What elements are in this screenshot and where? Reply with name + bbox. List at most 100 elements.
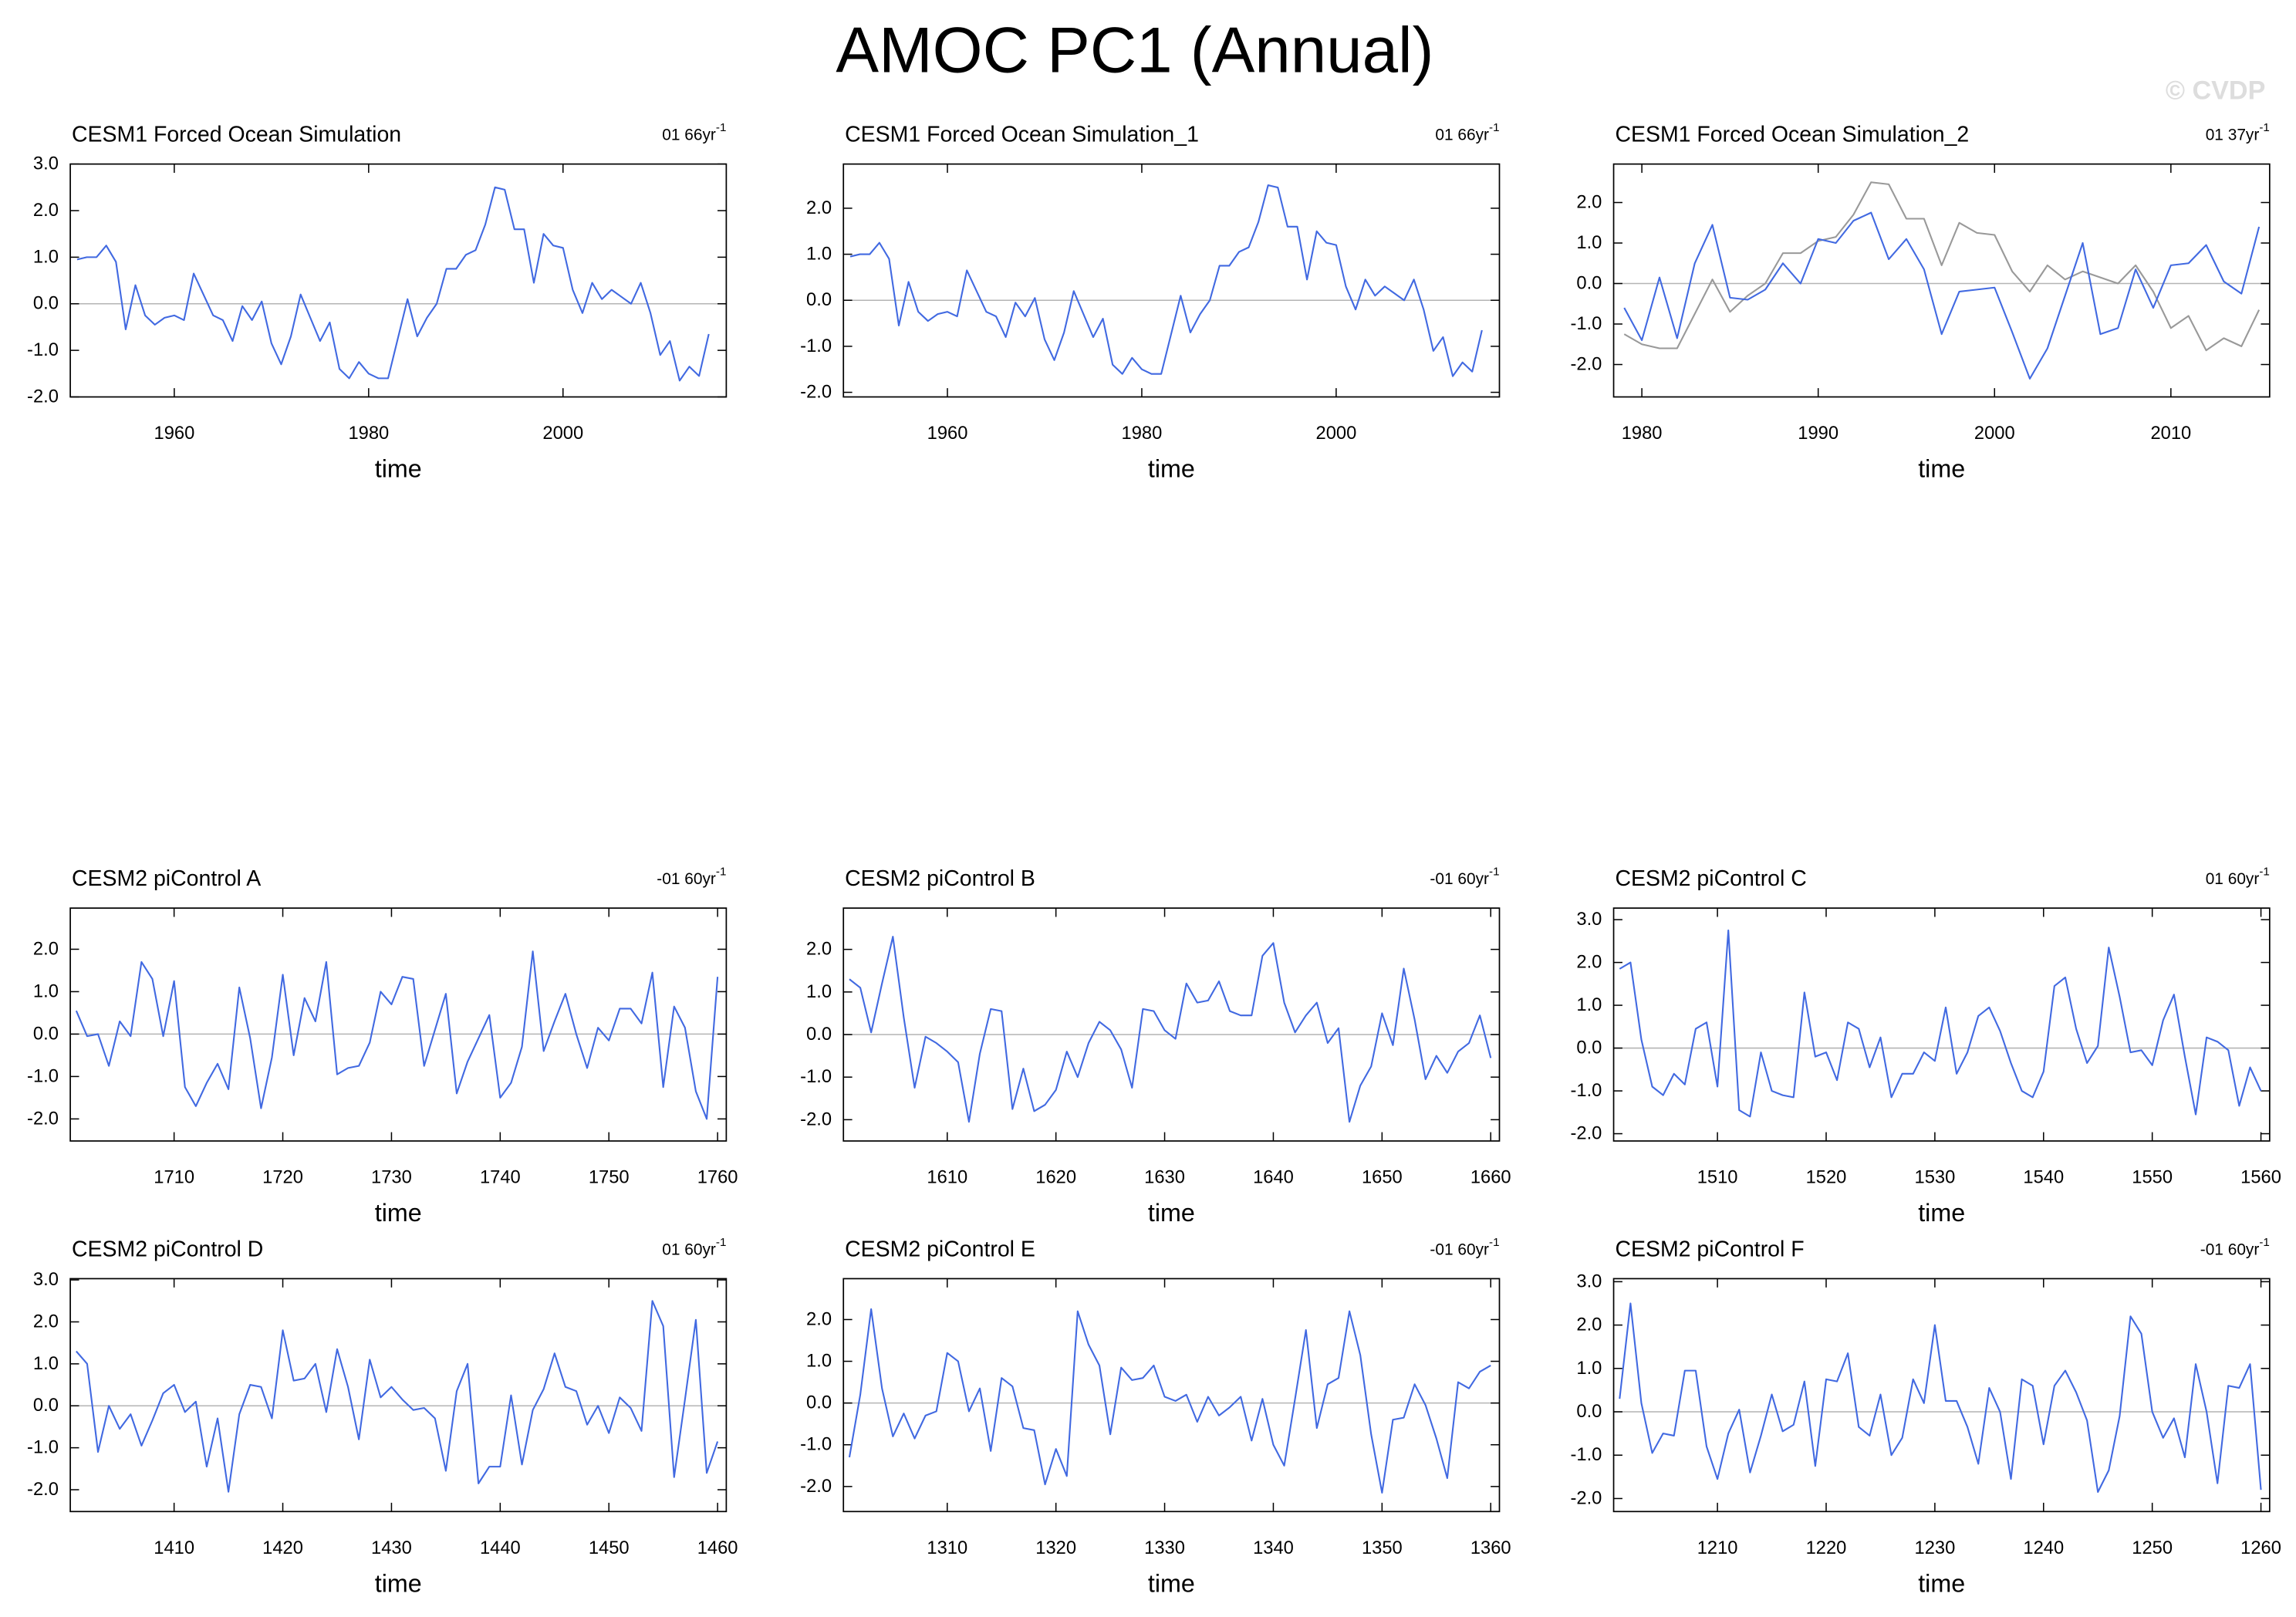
x-tick-label: 1620 (1035, 1167, 1076, 1187)
y-tick-label: -1.0 (1570, 314, 1602, 334)
y-tick-label: -1.0 (27, 1438, 59, 1458)
x-axis-label: time (1148, 455, 1195, 483)
y-tick-label: 3.0 (33, 154, 59, 174)
trend-label: -01 60yr-1 (657, 865, 726, 887)
y-tick-label: 2.0 (33, 1311, 59, 1332)
panel-title: CESM1 Forced Ocean Simulation (72, 123, 401, 147)
y-tick-label: 2.0 (806, 940, 832, 960)
panel: CESM1 Forced Ocean Simulation_1 01 66yr-1… (800, 121, 1499, 483)
x-tick-label: 1330 (1144, 1538, 1185, 1558)
x-tick-label: 1660 (1470, 1167, 1511, 1187)
y-tick-label: 2.0 (1576, 193, 1602, 213)
trend-exponent: -1 (1489, 865, 1499, 878)
panel: CESM2 piControl D 01 60yr-1 3.0 2.0 1.0 0.0 -1… (27, 1235, 738, 1597)
x-tick-label: 1720 (262, 1167, 303, 1187)
x-tick-label: 1710 (154, 1167, 194, 1187)
plot-frame (1612, 163, 2271, 398)
x-tick-label: 1610 (927, 1167, 967, 1187)
trend-exponent: -1 (1489, 1235, 1499, 1248)
x-tick-label: 1540 (2023, 1167, 2064, 1187)
y-tick-label: -1.0 (27, 340, 59, 360)
trend-text: 01 60yr (662, 1241, 716, 1258)
y-tick-label: 0.0 (806, 1025, 832, 1045)
y-tick-label: 2.0 (33, 201, 59, 221)
trend-exponent: -1 (716, 1235, 726, 1248)
x-tick-label: 2000 (1974, 424, 2015, 444)
x-tick-label: 1410 (154, 1538, 194, 1558)
trend-label: 01 60yr-1 (662, 1235, 726, 1257)
x-tick-label: 2000 (1316, 424, 1357, 444)
y-tick-label: 2.0 (33, 939, 59, 959)
plot-frame (69, 907, 728, 1142)
x-tick-label: 1980 (1122, 424, 1163, 444)
plot-frame (842, 907, 1501, 1142)
y-tick-label: -1.0 (800, 1435, 832, 1455)
y-tick-label: 0.0 (1576, 274, 1602, 294)
x-tick-label: 1210 (1697, 1538, 1738, 1558)
y-tick-label: 0.0 (33, 1024, 59, 1044)
trend-exponent: -1 (2259, 865, 2269, 878)
panel: CESM2 piControl A -01 60yr-1 2.0 1.0 0.0 -1.0… (27, 865, 738, 1227)
series-line (76, 1300, 719, 1493)
x-axis-label: time (1148, 1199, 1195, 1227)
trend-text: 01 66yr (1435, 126, 1489, 143)
trend-label: -01 60yr-1 (1430, 865, 1499, 887)
x-tick-label: 1640 (1253, 1167, 1294, 1187)
panel-title: CESM1 Forced Ocean Simulation_1 (845, 123, 1199, 147)
series-line (849, 184, 1483, 377)
trend-text: 01 66yr (662, 126, 716, 143)
panel: CESM1 Forced Ocean Simulation 01 66yr-1 3.… (27, 121, 726, 483)
x-tick-label: 1430 (371, 1538, 412, 1558)
panel-title: CESM2 piControl F (1615, 1237, 1804, 1261)
x-tick-label: 1560 (2240, 1167, 2281, 1187)
trend-label: 01 60yr-1 (2206, 865, 2270, 887)
trend-label: 01 37yr-1 (2206, 121, 2270, 143)
trend-exponent: -1 (1489, 121, 1499, 134)
y-tick-label: 1.0 (33, 247, 59, 267)
y-tick-label: 1.0 (33, 981, 59, 1001)
plot-frame (842, 1278, 1501, 1513)
y-tick-label: -2.0 (27, 1480, 59, 1500)
series-line (848, 1308, 1491, 1494)
y-tick-label: -2.0 (1570, 355, 1602, 375)
trend-text: -01 60yr (1430, 870, 1489, 888)
y-tick-label: -1.0 (1570, 1445, 1602, 1465)
y-tick-label: -2.0 (27, 387, 59, 407)
trend-exponent: -1 (716, 865, 726, 878)
x-axis-label: time (375, 1199, 422, 1227)
panel-title: CESM2 piControl C (1615, 866, 1806, 891)
panel-title: CESM2 piControl A (72, 866, 261, 891)
series-line (1619, 929, 2262, 1118)
y-tick-label: -2.0 (800, 1109, 832, 1129)
panel-title: CESM1 Forced Ocean Simulation_2 (1615, 123, 1969, 147)
y-tick-label: 0.0 (1576, 1402, 1602, 1422)
y-tick-label: 2.0 (806, 1309, 832, 1329)
y-tick-label: 1.0 (1576, 233, 1602, 253)
x-tick-label: 1980 (1622, 424, 1663, 444)
y-tick-label: 0.0 (33, 1396, 59, 1416)
y-tick-label: 2.0 (1576, 953, 1602, 973)
plot-frame (69, 163, 728, 398)
x-axis-label: time (375, 1569, 422, 1597)
x-tick-label: 1240 (2023, 1538, 2064, 1558)
trend-text: 01 60yr (2206, 870, 2260, 888)
plot-frame (1612, 1278, 2271, 1513)
x-tick-label: 1650 (1362, 1167, 1403, 1187)
x-tick-label: 1550 (2132, 1167, 2173, 1187)
x-axis-label: time (1918, 455, 1965, 483)
x-tick-label: 1420 (262, 1538, 303, 1558)
trend-label: -01 60yr-1 (1430, 1235, 1499, 1257)
x-tick-label: 1310 (927, 1538, 967, 1558)
y-tick-label: 1.0 (806, 245, 832, 265)
y-tick-label: 3.0 (33, 1270, 59, 1290)
panel: CESM2 piControl F -01 60yr-1 3.0 2.0 1.0 0.0 -… (1570, 1235, 2281, 1597)
y-tick-label: 1.0 (806, 1352, 832, 1372)
x-tick-label: 1260 (2240, 1538, 2281, 1558)
trend-exponent: -1 (716, 121, 726, 134)
trend-exponent: -1 (2259, 121, 2269, 134)
trend-text: 01 37yr (2206, 126, 2260, 143)
panel: CESM2 piControl E -01 60yr-1 2.0 1.0 0.0 -1.0… (800, 1235, 1511, 1597)
x-tick-label: 1740 (480, 1167, 521, 1187)
x-tick-label: 1980 (348, 424, 389, 444)
